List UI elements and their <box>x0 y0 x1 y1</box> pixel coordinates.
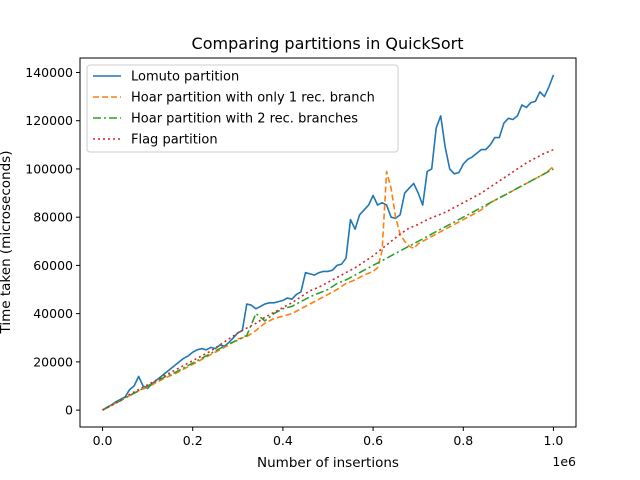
legend-label: Flag partition <box>131 133 218 148</box>
x-tick-label: 0.8 <box>453 433 473 448</box>
legend-label: Lomuto partition <box>131 70 239 85</box>
x-tick-label: 1.0 <box>544 433 564 448</box>
x-tick-label: 0.6 <box>363 433 383 448</box>
y-tick-label: 80000 <box>33 210 73 225</box>
x-tick-label: 0.2 <box>183 433 203 448</box>
series-line <box>102 148 554 411</box>
legend-label: Hoar partition with 2 rec. branches <box>131 112 358 127</box>
y-axis: 0 20000 40000 60000 80000 100000 120000 140000 <box>25 65 80 418</box>
legend-box <box>86 64 399 153</box>
y-tick-label: 60000 <box>33 258 73 273</box>
y-tick-label: 140000 <box>25 65 73 80</box>
y-tick-label: 40000 <box>33 306 73 321</box>
series-line <box>102 168 554 411</box>
x-tick-label: 0.4 <box>273 433 293 448</box>
series-line <box>102 165 555 411</box>
y-tick-label: 100000 <box>25 161 73 176</box>
series-layer <box>102 74 555 411</box>
legend-label: Hoar partition with only 1 rec. branch <box>131 91 375 106</box>
y-tick-label: 20000 <box>33 354 73 369</box>
y-axis-label: Time taken (microseconds) <box>0 151 14 335</box>
y-tick-label: 0 <box>65 403 73 418</box>
x-tick-label: 0.0 <box>93 433 113 448</box>
chart-title: Comparing partitions in QuickSort <box>192 34 464 53</box>
y-tick-label: 120000 <box>25 113 73 128</box>
x-axis-label: Number of insertions <box>257 455 399 471</box>
plot-frame <box>79 57 577 428</box>
series-line <box>102 74 555 411</box>
x-axis: 0.0 0.2 0.4 0.6 0.8 1.0 <box>93 427 564 448</box>
x-axis-offset-text: 1e6 <box>552 454 576 469</box>
legend: Lomuto partition Hoar partition with only… <box>86 64 399 153</box>
